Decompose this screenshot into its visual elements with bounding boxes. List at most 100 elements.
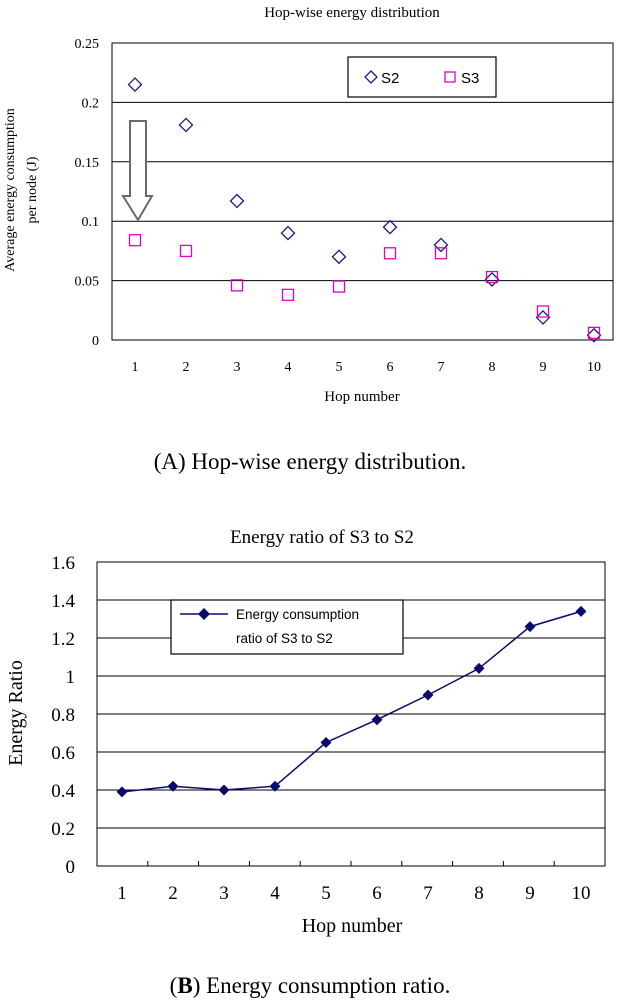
chart-b-y-tick-label: 0.6 [51,743,75,764]
chart-a-s2-point [433,237,449,253]
legend-s2-marker [364,70,378,84]
chart-a-s3-point [179,244,193,258]
chart-b-caption-bold: B [177,973,192,998]
chart-a-x-tick-label: 4 [285,360,292,375]
chart-a-s2-point [331,249,347,265]
chart-a-y-tick-label: 0.2 [82,96,100,111]
chart-b-legend-line2: ratio of S3 to S2 [236,631,333,646]
chart-b-x-tick-label: 8 [474,883,484,904]
chart-a-s2-point [484,271,500,287]
chart-b-legend-line1: Energy consumption [236,607,359,622]
chart-b-y-tick-label: 1 [66,667,76,688]
chart-b-xlabel: Hop number [302,915,403,937]
chart-a-y-tick-label: 0 [92,334,99,349]
chart-b-legend: Energy consumption ratio of S3 to S2 [170,599,404,655]
chart-a-s3-point [128,234,142,247]
chart-b: Energy ratio of S3 to S2 0 0.2 0.4 0.6 0.8 1 1… [5,527,606,998]
chart-a-legend: S2 S3 [347,56,497,98]
chart-a-y-tick-label: 0.05 [75,275,100,290]
chart-b-y-tick-label: 0.8 [51,705,75,726]
chart-b-y-tick-label: 1.2 [51,629,75,650]
chart-a-x-tick-labels: 1 2 3 4 5 6 7 8 9 10 [132,360,602,375]
chart-a-s3-point [383,247,397,260]
chart-b-x-tick-label: 9 [525,883,535,904]
chart-b-y-tick-label: 1.4 [51,591,75,612]
chart-b-x-tick-label: 6 [372,883,382,904]
chart-b-x-tick-label: 5 [321,883,331,904]
chart-b-x-tick-labels: 1 2 3 4 5 6 7 8 9 10 [117,883,590,904]
chart-b-plot-area [96,561,606,867]
chart-a-series-s3 [128,234,601,340]
chart-a-y-tick-label: 0.15 [75,156,100,171]
chart-b-ratio-point [575,605,587,617]
chart-b-series-ratio [116,605,587,798]
chart-a-x-tick-label: 5 [336,360,343,375]
chart-b-ratio-point [218,784,230,796]
chart-b-y-tick-label: 0.2 [51,819,75,840]
chart-a-s2-point [535,310,551,325]
chart-a-s3-point [434,247,448,260]
chart-a-x-tick-label: 10 [587,360,601,375]
chart-a: Hop-wise energy distribution 0 0.05 0.1 0.1… [3,5,614,474]
chart-a-gridlines [112,101,613,282]
chart-a-s2-point [382,219,398,235]
legend-s2-label: S2 [381,70,399,87]
chart-b-ratio-point [422,689,434,701]
legend-s3-marker [444,71,456,83]
chart-b-ratio-point [524,621,536,633]
chart-a-x-tick-label: 1 [132,360,139,375]
chart-a-y-tick-labels: 0 0.05 0.1 0.15 0.2 0.25 [75,37,100,349]
chart-a-x-tick-label: 9 [540,360,547,375]
chart-a-s3-point [485,270,499,284]
chart-a-s2-point [229,193,245,209]
chart-a-x-tick-label: 8 [489,360,496,375]
chart-a-x-tick-label: 6 [387,360,394,375]
chart-a-ylabel-line2: per node (J) [25,156,40,223]
chart-b-caption-prefix: ( [170,973,178,998]
chart-a-ylabel-line1: Average energy consumption [3,108,18,272]
chart-b-caption: (B) Energy consumption ratio. [170,973,451,998]
chart-a-s2-point [586,327,602,343]
chart-b-ratio-point [473,662,485,674]
chart-b-ratio-point [116,786,128,798]
chart-a-xlabel: Hop number [324,389,399,405]
chart-a-s2-point [127,77,143,92]
legend-s3-label: S3 [461,70,479,87]
chart-b-y-tick-label: 0.4 [51,781,75,802]
chart-a-caption: (A) Hop-wise energy distribution. [154,449,467,474]
chart-b-x-tick-label: 10 [572,883,591,904]
chart-b-y-tick-label: 0 [66,857,76,878]
chart-b-ratio-point [269,780,281,792]
chart-a-plot-area [111,42,614,341]
chart-a-series-s2 [127,77,602,343]
chart-b-x-tick-label: 1 [117,883,127,904]
chart-b-x-tick-label: 3 [219,883,229,904]
chart-a-x-tick-label: 3 [234,360,241,375]
chart-a-s2-point [178,117,194,133]
chart-a-annotation-arrow [121,120,154,222]
chart-a-y-tick-label: 0.1 [82,215,100,230]
chart-a-x-tick-label: 7 [438,360,445,375]
chart-b-ratio-point [320,737,332,748]
chart-b-ratio-point [167,780,179,792]
chart-a-x-tick-label: 2 [183,360,190,375]
chart-b-caption-rest: ) Energy consumption ratio. [193,973,451,998]
chart-b-legend-marker [198,608,210,620]
chart-a-y-tick-label: 0.25 [75,37,100,52]
chart-b-ylabel: Energy Ratio [5,660,27,766]
chart-a-s3-point [587,326,601,340]
chart-b-y-tick-label: 1.6 [51,553,75,574]
chart-a-s3-point [536,305,550,318]
chart-a-s3-point [281,288,295,302]
chart-b-x-tick-label: 7 [423,883,433,904]
chart-a-legend-box [347,56,497,98]
chart-b-legend-box [170,599,404,655]
chart-a-title: Hop-wise energy distribution [264,5,440,21]
chart-b-ratio-line [121,610,582,793]
chart-b-x-tick-label: 2 [168,883,178,904]
chart-a-s3-point [230,279,244,292]
chart-a-s3-point [332,280,346,293]
chart-b-title: Energy ratio of S3 to S2 [230,527,414,548]
chart-a-s2-point [280,225,296,241]
